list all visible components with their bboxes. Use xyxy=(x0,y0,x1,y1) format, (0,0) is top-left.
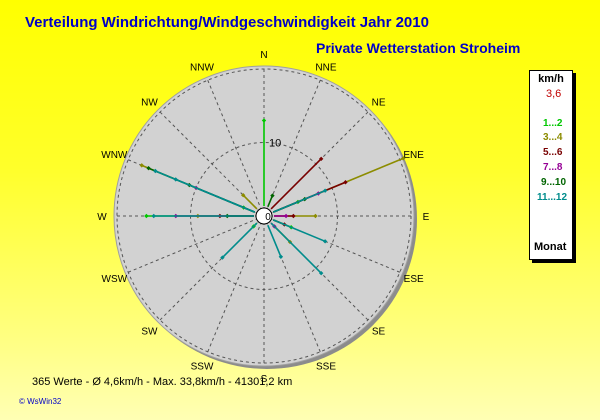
series-5-point-3 xyxy=(322,188,328,193)
direction-label-wsw: WSW xyxy=(102,274,128,285)
series-5-ray-6 xyxy=(221,222,258,259)
series-5-point-2 xyxy=(151,213,156,219)
series-5-ray-7 xyxy=(267,224,282,258)
direction-label-s: S xyxy=(261,374,268,385)
direction-label-ssw: SSW xyxy=(191,362,214,373)
series-0-point-1 xyxy=(144,213,149,219)
legend-range-2: 5...6 xyxy=(543,147,563,158)
legend-calm-value: 3,6 xyxy=(546,88,562,100)
direction-label-ne: NE xyxy=(372,97,386,108)
series-2-point-3 xyxy=(291,213,296,219)
series-5-point-6 xyxy=(220,255,225,260)
direction-label-se: SE xyxy=(372,327,386,338)
series-5-point-0 xyxy=(153,168,158,174)
legend-footer: Monat xyxy=(534,241,567,253)
series-3-point-1 xyxy=(283,213,289,219)
calm-value: 0 xyxy=(265,212,271,223)
direction-label-nnw: NNW xyxy=(190,62,214,73)
chart-title: Verteilung Windrichtung/Windgeschwindigk… xyxy=(25,14,429,31)
legend-range-1: 3...4 xyxy=(543,132,563,143)
direction-label-nne: NNE xyxy=(315,62,336,73)
legend-range-3: 7...8 xyxy=(543,162,563,173)
series-5-ray-4 xyxy=(270,222,322,274)
series-1-ray-5 xyxy=(242,194,258,210)
legend-range-0: 1...2 xyxy=(543,118,563,129)
direction-label-ese: ESE xyxy=(404,274,424,285)
direction-label-wnw: WNW xyxy=(101,150,128,161)
direction-label-nw: NW xyxy=(141,97,158,108)
series-1-point-5 xyxy=(241,193,246,198)
series-5-ray-5 xyxy=(272,219,326,243)
series-2-point-0 xyxy=(318,156,324,162)
series-5-point-7 xyxy=(278,254,284,259)
series-1-point-0 xyxy=(401,156,406,161)
direction-label-ene: ENE xyxy=(403,150,424,161)
series-5-ray-1 xyxy=(175,178,256,213)
series-1-point-2 xyxy=(139,163,144,168)
series-4-ray-4 xyxy=(267,195,274,208)
series-5-point-1 xyxy=(173,177,178,182)
direction-label-sse: SSE xyxy=(316,362,336,373)
series-5-point-4 xyxy=(318,270,324,276)
series-2-point-1 xyxy=(343,180,348,185)
station-name: Private Wetterstation Stroheim xyxy=(316,40,521,56)
calm-circle xyxy=(255,207,273,225)
series-4-point-0 xyxy=(146,165,151,171)
software-credit: © WsWin32 xyxy=(19,397,62,406)
series-0-point-0 xyxy=(261,118,267,123)
direction-label-sw: SW xyxy=(141,327,158,338)
ring-label: 10 xyxy=(269,138,281,150)
direction-label-e: E xyxy=(423,212,430,223)
legend-unit: km/h xyxy=(538,73,564,85)
series-5-point-5 xyxy=(322,239,328,244)
legend-range-5: 11...12 xyxy=(537,192,568,203)
direction-label-w: W xyxy=(97,212,107,223)
series-2-ray-0 xyxy=(270,158,322,210)
series-5-ray-3 xyxy=(272,189,326,213)
series-1-point-1 xyxy=(313,213,318,219)
direction-label-n: N xyxy=(260,50,267,61)
legend-range-4: 9...10 xyxy=(541,177,567,188)
series-4-point-4 xyxy=(270,193,275,198)
summary-footer: 365 Werte - Ø 4,6km/h - Max. 33,8km/h - … xyxy=(32,376,293,388)
legend: km/h 3,6 1...2 3...4 5...6 7...8 9...10 … xyxy=(529,70,573,260)
